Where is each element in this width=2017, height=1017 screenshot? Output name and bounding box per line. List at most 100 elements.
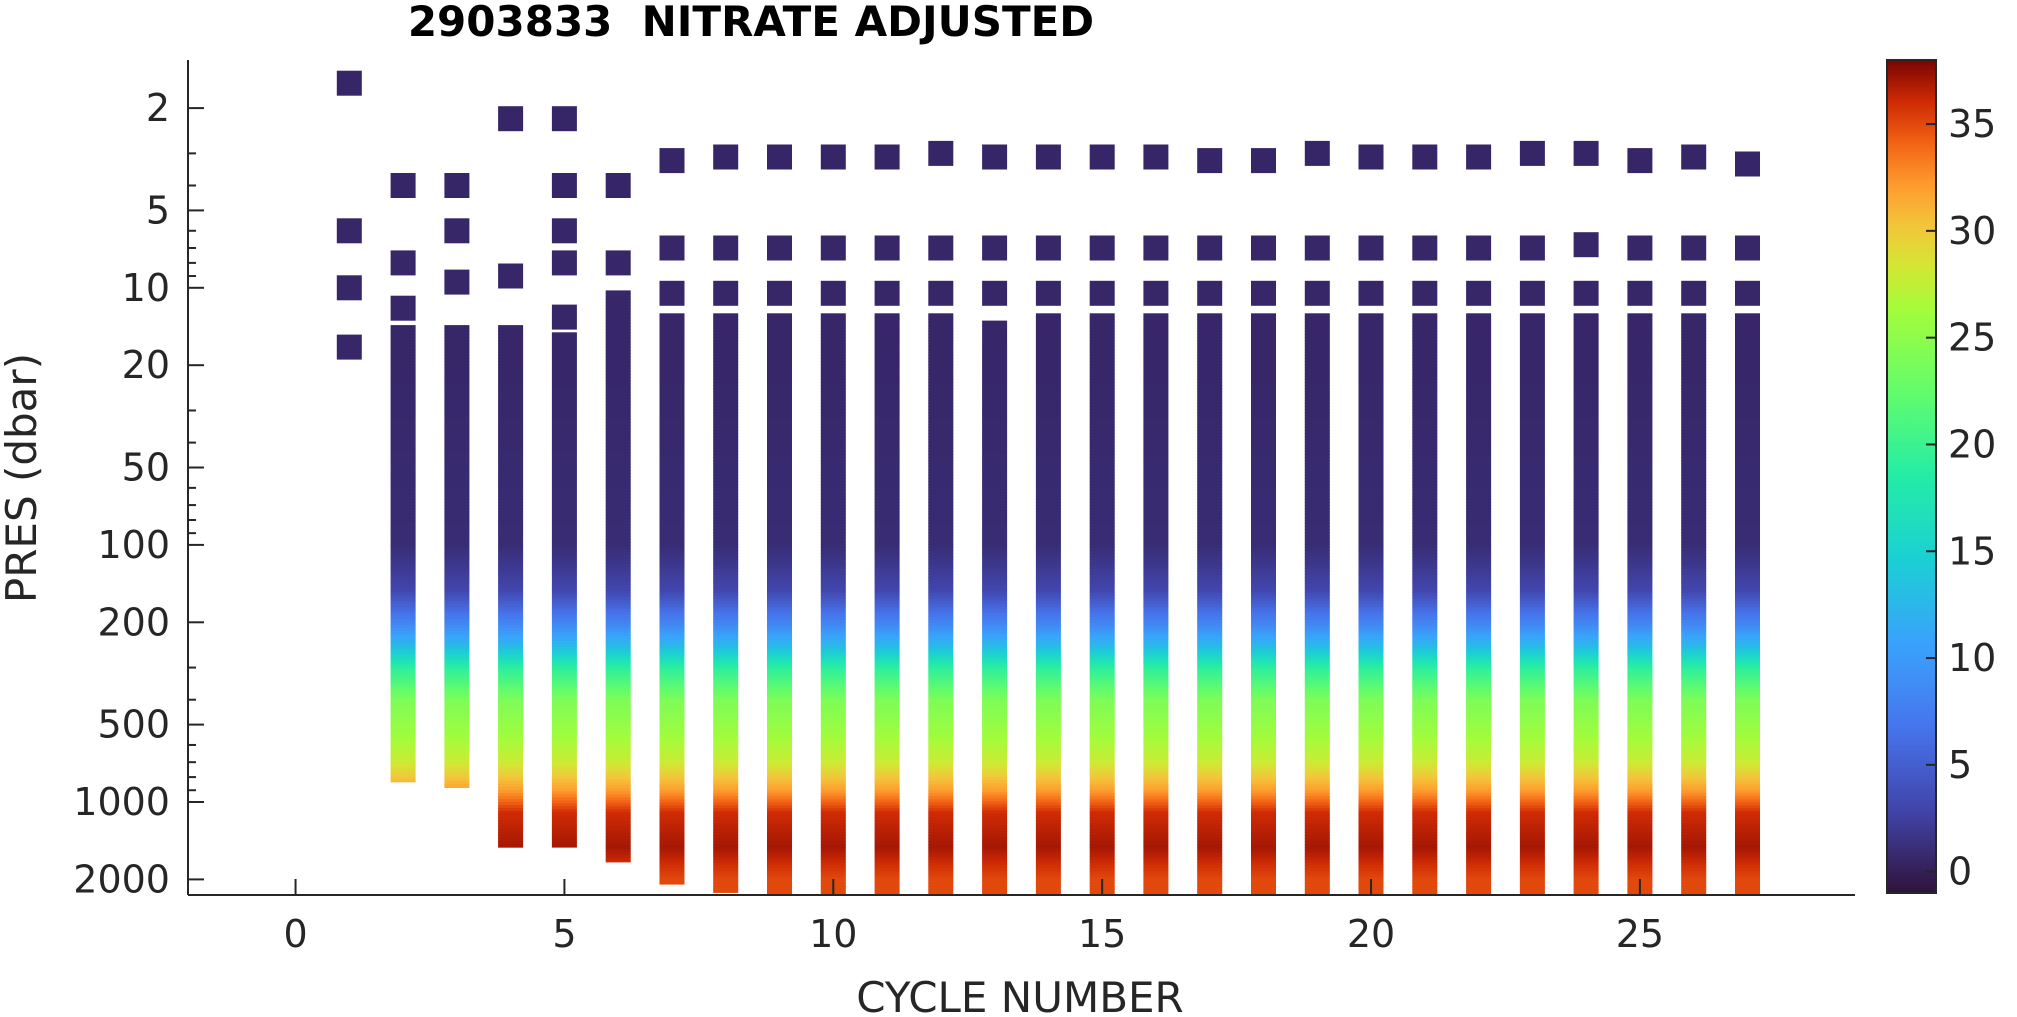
sample-point — [1573, 541, 1599, 545]
sample-point — [820, 433, 846, 437]
sample-point — [874, 763, 900, 767]
sample-point — [1197, 550, 1223, 554]
sample-point — [605, 500, 631, 504]
sample-point — [1089, 862, 1115, 866]
sample-point — [498, 370, 524, 374]
sample-point — [1197, 496, 1223, 500]
sample-point — [713, 784, 739, 788]
sample-point — [1089, 517, 1115, 521]
sample-point — [1304, 673, 1330, 677]
sample-point — [605, 557, 631, 561]
sample-point — [1573, 232, 1599, 258]
sample-point — [444, 739, 470, 743]
sample-point — [1466, 805, 1492, 809]
sample-point — [928, 625, 954, 629]
sample-point — [390, 487, 416, 491]
sample-point — [1304, 697, 1330, 701]
sample-point — [1519, 355, 1545, 359]
sample-point — [1197, 448, 1223, 452]
sample-point — [1681, 559, 1707, 563]
sample-point — [1627, 427, 1653, 431]
sample-point — [1035, 697, 1061, 701]
sample-point — [820, 445, 846, 449]
sample-point — [1304, 775, 1330, 779]
sample-point — [1035, 556, 1061, 560]
sample-point — [1035, 580, 1061, 584]
sample-point — [1089, 144, 1115, 170]
sample-point — [1304, 400, 1330, 404]
sample-point — [982, 489, 1008, 493]
sample-point — [444, 607, 470, 611]
sample-point — [1197, 373, 1223, 377]
sample-point — [498, 589, 524, 593]
sample-point — [713, 730, 739, 734]
sample-point — [1304, 670, 1330, 674]
sample-point — [659, 736, 685, 740]
sample-point — [1251, 502, 1276, 506]
sample-point — [444, 379, 470, 383]
sample-point — [1681, 487, 1707, 491]
sample-point — [1627, 631, 1653, 635]
sample-point — [659, 499, 685, 503]
sample-point — [444, 382, 470, 386]
sample-point — [1035, 526, 1061, 530]
profile-cycle-23 — [1519, 140, 1545, 895]
sample-point — [1519, 601, 1545, 605]
sample-point — [1089, 442, 1115, 446]
sample-point — [1681, 508, 1707, 512]
sample-point — [1358, 313, 1384, 317]
sample-point — [982, 864, 1008, 868]
sample-point — [551, 743, 577, 747]
sample-point — [982, 603, 1008, 607]
sample-point — [1573, 385, 1599, 389]
sample-point — [1197, 802, 1223, 806]
sample-point — [1412, 574, 1438, 578]
sample-point — [982, 747, 1008, 751]
sample-point — [1304, 544, 1330, 548]
sample-point — [390, 565, 416, 569]
sample-point — [1143, 319, 1169, 323]
sample-point — [498, 556, 524, 560]
sample-point — [1143, 343, 1169, 347]
sample-point — [1519, 397, 1545, 401]
sample-point — [928, 709, 954, 713]
sample-point — [1089, 427, 1115, 431]
sample-point — [1573, 547, 1599, 551]
sample-point — [1466, 520, 1492, 524]
sample-point — [713, 766, 739, 770]
sample-point — [928, 394, 954, 398]
sample-point — [1412, 835, 1438, 839]
sample-point — [982, 624, 1008, 628]
sample-point — [982, 606, 1008, 610]
sample-point — [1519, 628, 1545, 632]
sample-point — [605, 464, 631, 468]
sample-point — [1573, 532, 1599, 536]
sample-point — [820, 766, 846, 770]
sample-point — [928, 436, 954, 440]
sample-point — [820, 586, 846, 590]
sample-point — [1735, 550, 1760, 554]
sample-point — [1519, 574, 1545, 578]
sample-point — [1358, 487, 1384, 491]
sample-point — [767, 829, 792, 833]
sample-point — [444, 391, 470, 395]
sample-point — [444, 682, 470, 686]
sample-point — [1035, 733, 1061, 737]
sample-point — [713, 463, 739, 467]
sample-point — [498, 751, 524, 755]
sample-point — [498, 826, 524, 830]
sample-point — [390, 766, 416, 770]
sample-point — [390, 421, 416, 425]
sample-point — [498, 349, 524, 353]
sample-point — [1251, 439, 1276, 443]
sample-point — [1035, 538, 1061, 542]
sample-point — [820, 733, 846, 737]
sample-point — [1304, 850, 1330, 854]
sample-point — [1466, 640, 1492, 644]
sample-point — [1089, 730, 1115, 734]
sample-point — [1735, 805, 1760, 809]
sample-point — [1412, 781, 1438, 785]
sample-point — [1412, 787, 1438, 791]
sample-point — [498, 745, 524, 749]
sample-point — [551, 407, 577, 411]
